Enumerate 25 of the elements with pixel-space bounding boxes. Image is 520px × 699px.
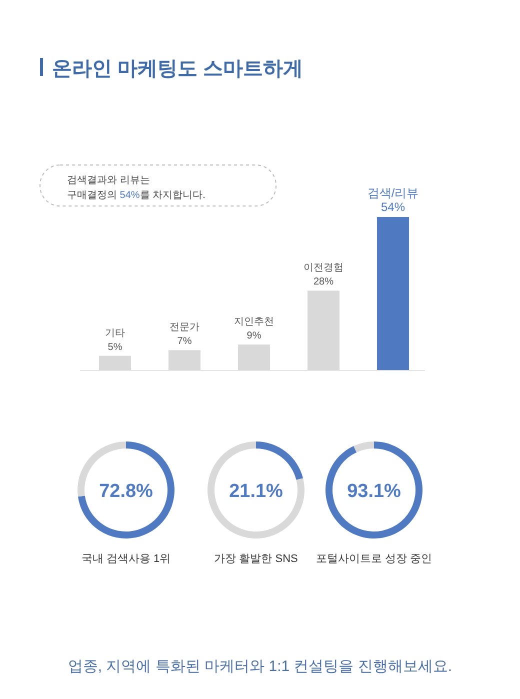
bar [377, 217, 409, 370]
x-tick-label: 지인추천 [234, 316, 274, 328]
text: 검색결과와 리뷰는 구매결정의 54%를 차지합니다. [67, 175, 206, 201]
x-tick-label: 이전경험 [304, 262, 344, 274]
donut-slice [256, 442, 304, 480]
text: 가장 활발한 SNS [214, 553, 298, 565]
text: 21.1% [229, 481, 284, 502]
donut-slice [326, 442, 422, 538]
x-tick-label: 기타 [105, 328, 125, 339]
text: 국내 검색사용 1위 [81, 553, 171, 565]
text: 포털사이트로 성장 중인 [316, 553, 432, 565]
text: 93.1% [347, 481, 402, 502]
x-tick-label: 검색/리뷰 [367, 186, 419, 200]
data-label: 7% [177, 336, 192, 348]
data-label: 28% [313, 276, 334, 288]
x-tick-label: 전문가 [170, 322, 200, 334]
data-label: 54% [380, 200, 406, 214]
chart-title: 온라인 마케팅도 스마트하게 [52, 58, 304, 80]
text: 72.8% [99, 481, 154, 502]
donut-slice [354, 442, 374, 452]
donut-slice [78, 442, 174, 538]
donut-slice [208, 442, 304, 538]
data-label: 5% [108, 342, 122, 353]
text: 업종, 지역에 특화된 마케터와 1:1 컨설팅을 진행해보세요. [68, 658, 452, 675]
data-label: 9% [246, 330, 262, 342]
